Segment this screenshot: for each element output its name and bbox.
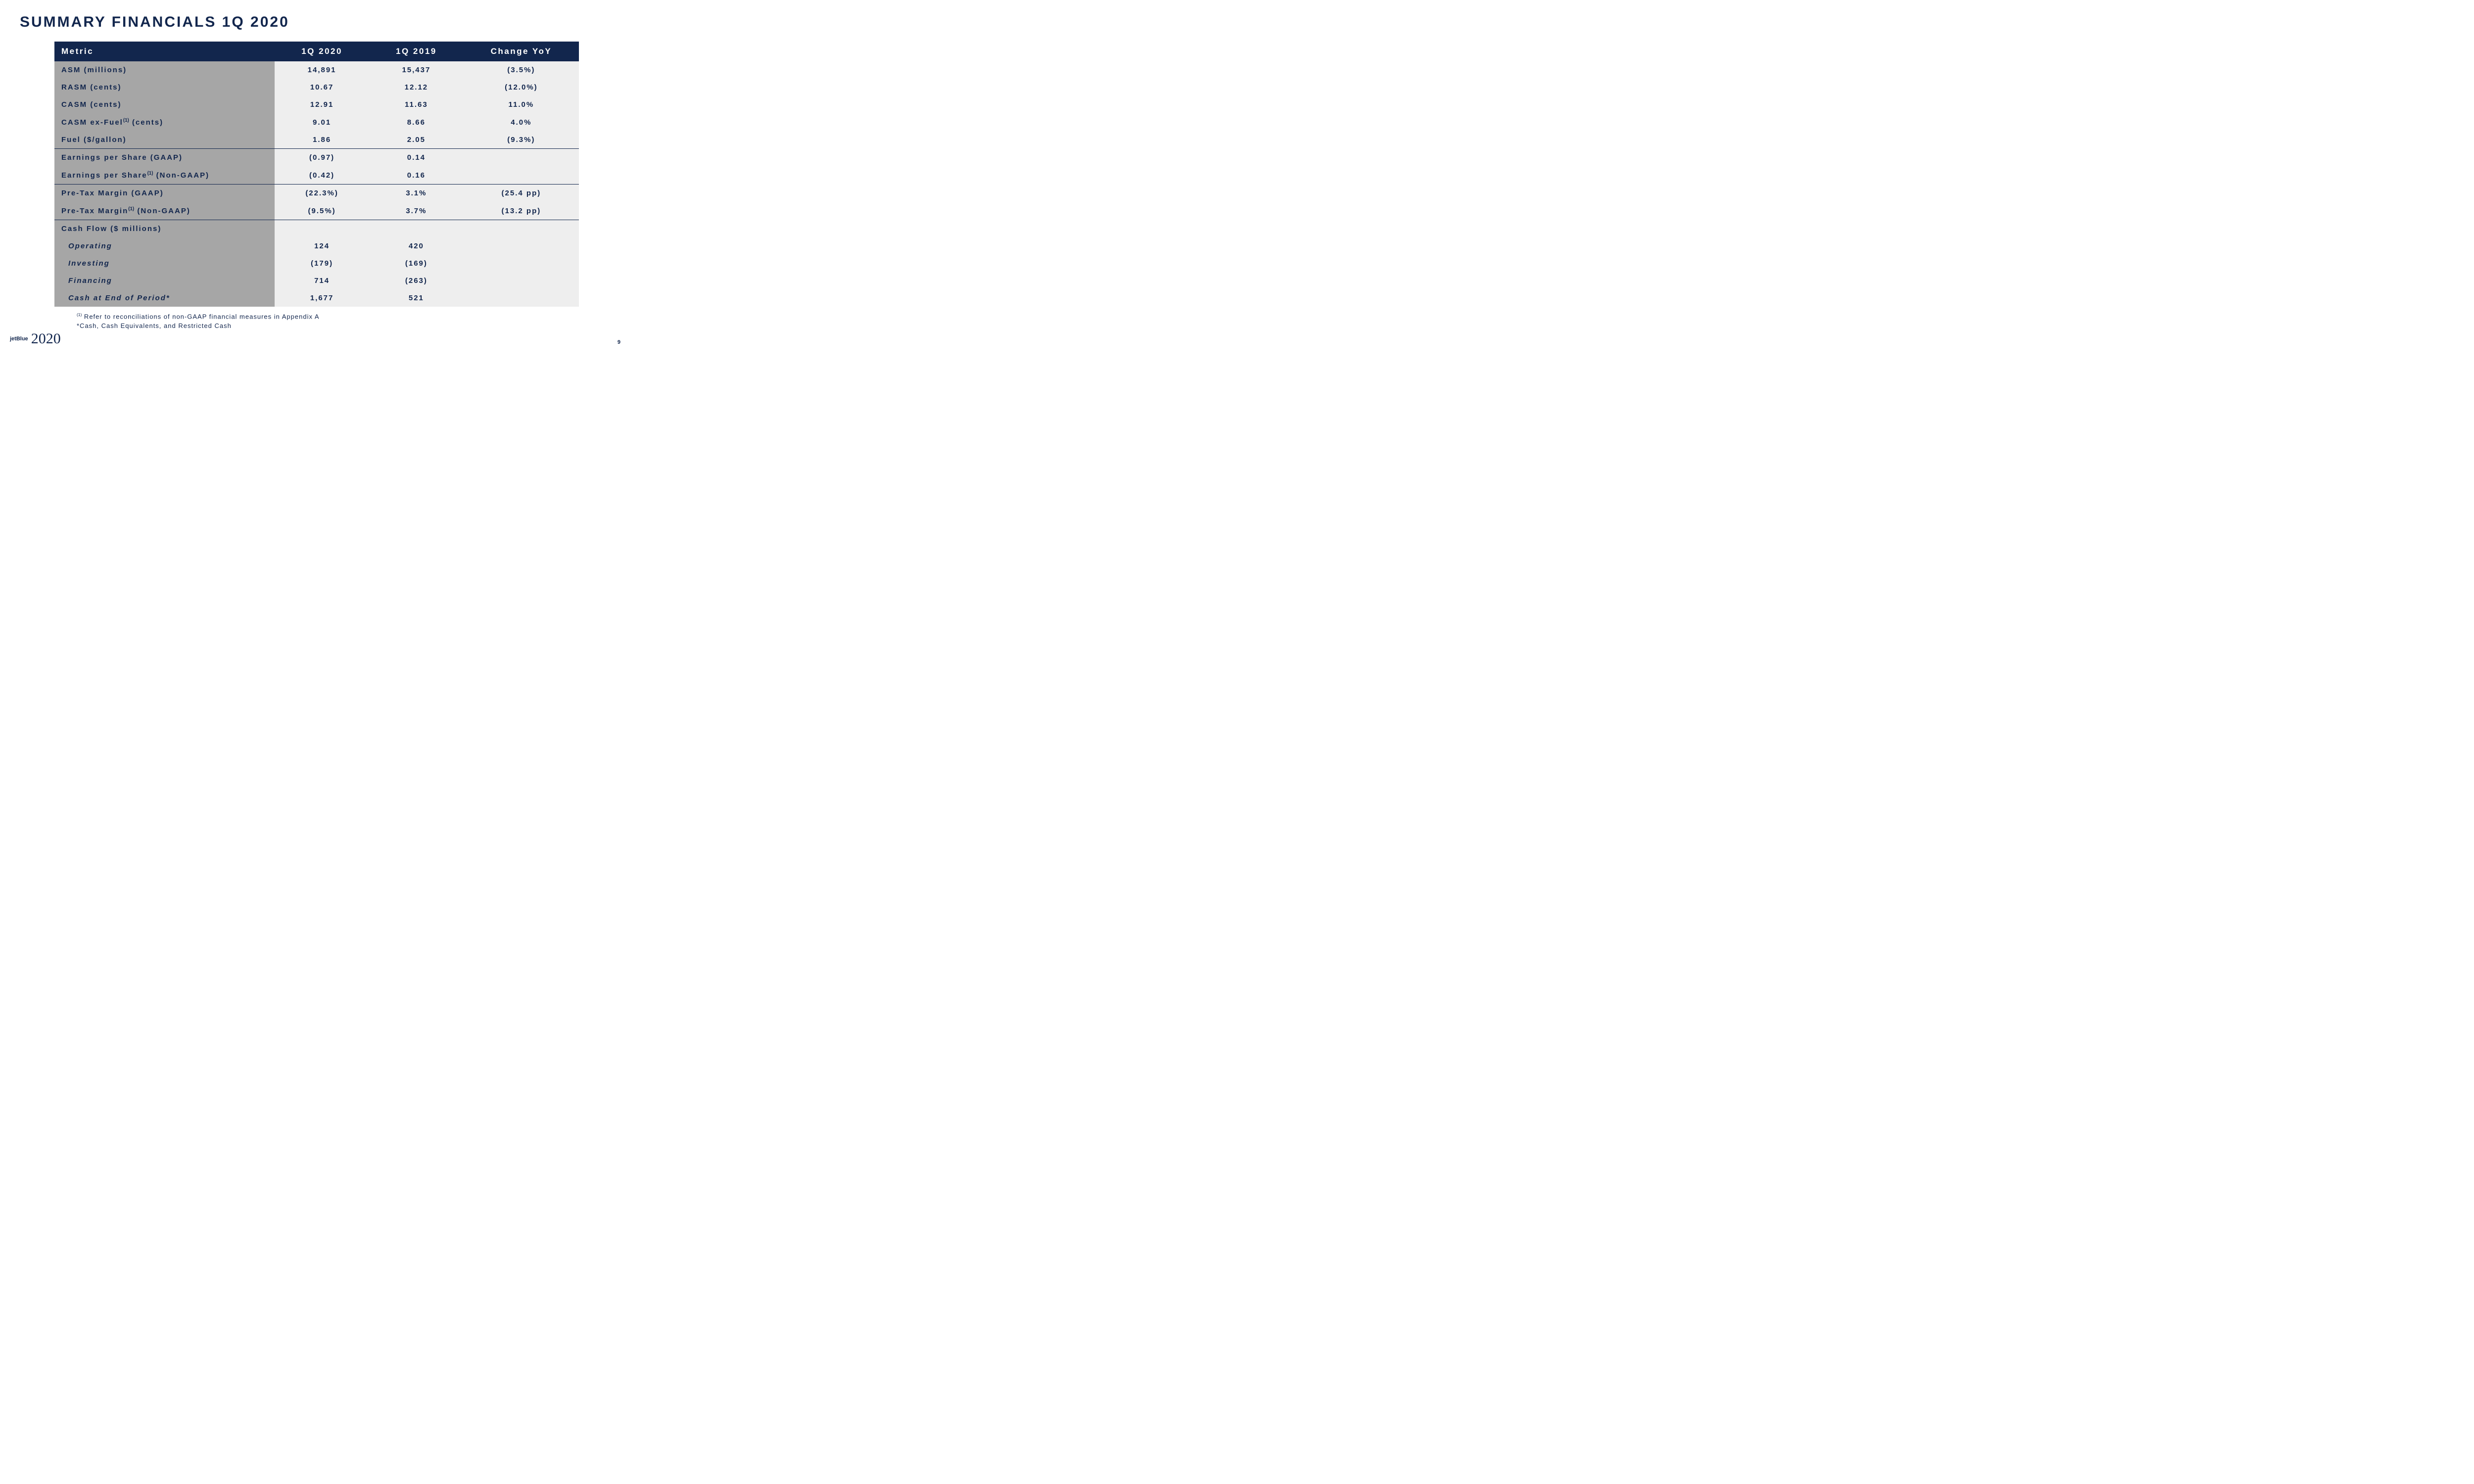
q2020-cell: (179) — [275, 255, 369, 272]
q2020-cell: (9.5%) — [275, 202, 369, 220]
q2020-cell: 14,891 — [275, 61, 369, 79]
col-change: Change YoY — [464, 42, 579, 61]
change-cell: (25.4 pp) — [464, 185, 579, 202]
table-row: Cash Flow ($ millions) — [54, 220, 579, 238]
metric-cell: Earnings per Share (GAAP) — [54, 149, 275, 167]
change-cell — [464, 149, 579, 167]
q2019-cell: 2.05 — [369, 131, 464, 149]
q2020-cell: 1,677 — [275, 289, 369, 307]
metric-cell: Pre-Tax Margin(1) (Non-GAAP) — [54, 202, 275, 220]
table-header-row: Metric 1Q 2020 1Q 2019 Change YoY — [54, 42, 579, 61]
q2020-cell: 124 — [275, 237, 369, 255]
metric-cell: ASM (millions) — [54, 61, 275, 79]
q2019-cell: 12.12 — [369, 79, 464, 96]
change-cell: (12.0%) — [464, 79, 579, 96]
change-cell: 4.0% — [464, 113, 579, 131]
change-cell — [464, 289, 579, 307]
q2019-cell: 3.1% — [369, 185, 464, 202]
q2020-cell: 10.67 — [275, 79, 369, 96]
table-row: Cash at End of Period*1,677521 — [54, 289, 579, 307]
slide-container: SUMMARY FINANCIALS 1Q 2020 Metric 1Q 202… — [0, 0, 633, 356]
table-row: Pre-Tax Margin (GAAP)(22.3%)3.1%(25.4 pp… — [54, 185, 579, 202]
metric-cell: Earnings per Share(1) (Non-GAAP) — [54, 166, 275, 185]
change-cell: (13.2 pp) — [464, 202, 579, 220]
q2019-cell: (263) — [369, 272, 464, 289]
metric-cell: RASM (cents) — [54, 79, 275, 96]
table-row: ASM (millions)14,89115,437(3.5%) — [54, 61, 579, 79]
col-1q2020: 1Q 2020 — [275, 42, 369, 61]
table-row: RASM (cents)10.6712.12(12.0%) — [54, 79, 579, 96]
col-1q2019: 1Q 2019 — [369, 42, 464, 61]
change-cell: 11.0% — [464, 96, 579, 113]
q2019-cell: (169) — [369, 255, 464, 272]
metric-cell: Cash Flow ($ millions) — [54, 220, 275, 238]
financials-table-wrap: Metric 1Q 2020 1Q 2019 Change YoY ASM (m… — [54, 42, 579, 307]
table-row: Financing714(263) — [54, 272, 579, 289]
q2020-cell: 9.01 — [275, 113, 369, 131]
q2020-cell — [275, 220, 369, 238]
change-cell — [464, 166, 579, 185]
metric-cell: Financing — [54, 272, 275, 289]
year-2020-logo: 2020 — [31, 330, 61, 347]
metric-cell: Cash at End of Period* — [54, 289, 275, 307]
footnotes: (1) Refer to reconciliations of non-GAAP… — [77, 312, 614, 331]
table-row: Fuel ($/gallon)1.862.05(9.3%) — [54, 131, 579, 149]
metric-cell: Operating — [54, 237, 275, 255]
table-row: Earnings per Share(1) (Non-GAAP)(0.42)0.… — [54, 166, 579, 185]
table-row: Earnings per Share (GAAP)(0.97)0.14 — [54, 149, 579, 167]
page-title: SUMMARY FINANCIALS 1Q 2020 — [20, 14, 614, 31]
q2019-cell: 8.66 — [369, 113, 464, 131]
q2019-cell: 521 — [369, 289, 464, 307]
footnote-2: *Cash, Cash Equivalents, and Restricted … — [77, 322, 614, 331]
logo-area: jetBlue 2020 — [10, 330, 61, 347]
q2020-cell: (0.42) — [275, 166, 369, 185]
change-cell: (3.5%) — [464, 61, 579, 79]
q2020-cell: (22.3%) — [275, 185, 369, 202]
q2020-cell: 714 — [275, 272, 369, 289]
q2019-cell: 0.14 — [369, 149, 464, 167]
table-row: CASM (cents)12.9111.6311.0% — [54, 96, 579, 113]
q2019-cell: 11.63 — [369, 96, 464, 113]
q2019-cell: 3.7% — [369, 202, 464, 220]
q2019-cell: 420 — [369, 237, 464, 255]
metric-cell: CASM ex-Fuel(1) (cents) — [54, 113, 275, 131]
q2020-cell: 1.86 — [275, 131, 369, 149]
metric-cell: CASM (cents) — [54, 96, 275, 113]
table-row: Pre-Tax Margin(1) (Non-GAAP)(9.5%)3.7%(1… — [54, 202, 579, 220]
change-cell — [464, 272, 579, 289]
change-cell: (9.3%) — [464, 131, 579, 149]
q2020-cell: 12.91 — [275, 96, 369, 113]
footnote-1: (1) Refer to reconciliations of non-GAAP… — [77, 312, 614, 322]
financials-table: Metric 1Q 2020 1Q 2019 Change YoY ASM (m… — [54, 42, 579, 307]
metric-cell: Pre-Tax Margin (GAAP) — [54, 185, 275, 202]
metric-cell: Fuel ($/gallon) — [54, 131, 275, 149]
metric-cell: Investing — [54, 255, 275, 272]
table-row: Operating124420 — [54, 237, 579, 255]
change-cell — [464, 237, 579, 255]
q2019-cell: 15,437 — [369, 61, 464, 79]
change-cell — [464, 220, 579, 238]
table-row: CASM ex-Fuel(1) (cents)9.018.664.0% — [54, 113, 579, 131]
col-metric: Metric — [54, 42, 275, 61]
q2020-cell: (0.97) — [275, 149, 369, 167]
table-row: Investing(179)(169) — [54, 255, 579, 272]
page-number: 9 — [618, 339, 620, 345]
change-cell — [464, 255, 579, 272]
q2019-cell — [369, 220, 464, 238]
jetblue-logo: jetBlue — [10, 336, 28, 342]
q2019-cell: 0.16 — [369, 166, 464, 185]
